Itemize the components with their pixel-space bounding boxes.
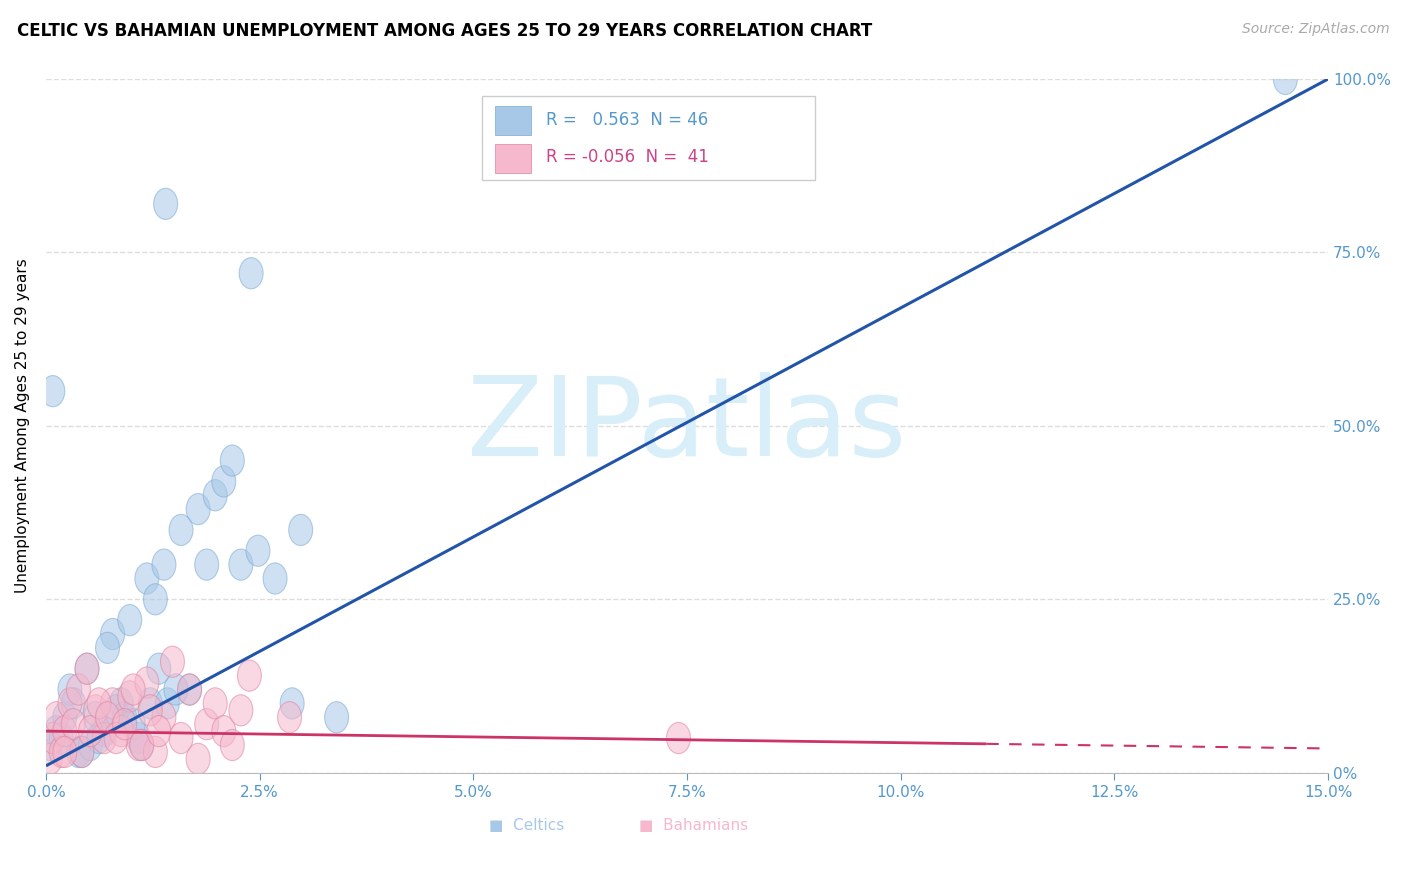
Ellipse shape — [169, 515, 193, 546]
Ellipse shape — [41, 376, 65, 407]
Ellipse shape — [325, 702, 349, 733]
Ellipse shape — [186, 493, 209, 524]
Ellipse shape — [66, 673, 90, 705]
Ellipse shape — [38, 743, 62, 774]
Ellipse shape — [96, 702, 120, 733]
Ellipse shape — [127, 723, 150, 754]
Ellipse shape — [121, 708, 145, 739]
Ellipse shape — [93, 723, 117, 754]
Ellipse shape — [83, 702, 107, 733]
Ellipse shape — [53, 702, 77, 733]
Ellipse shape — [70, 736, 94, 767]
Text: R = -0.056  N =  41: R = -0.056 N = 41 — [546, 148, 709, 167]
Ellipse shape — [79, 715, 103, 747]
Ellipse shape — [194, 708, 219, 739]
Ellipse shape — [83, 695, 107, 726]
Ellipse shape — [135, 667, 159, 698]
Ellipse shape — [62, 708, 86, 739]
Text: Source: ZipAtlas.com: Source: ZipAtlas.com — [1241, 22, 1389, 37]
Text: R =   0.563  N = 46: R = 0.563 N = 46 — [546, 111, 709, 129]
Ellipse shape — [143, 736, 167, 767]
Ellipse shape — [62, 688, 86, 719]
Ellipse shape — [169, 723, 193, 754]
Ellipse shape — [41, 723, 65, 754]
Ellipse shape — [221, 445, 245, 476]
Ellipse shape — [96, 632, 120, 664]
Ellipse shape — [104, 723, 128, 754]
Ellipse shape — [186, 743, 209, 774]
Ellipse shape — [110, 688, 134, 719]
Ellipse shape — [53, 715, 77, 747]
Ellipse shape — [160, 646, 184, 677]
Ellipse shape — [75, 653, 98, 684]
Ellipse shape — [152, 549, 176, 580]
Ellipse shape — [204, 688, 228, 719]
Ellipse shape — [280, 688, 304, 719]
Ellipse shape — [212, 715, 236, 747]
Ellipse shape — [44, 715, 69, 747]
Ellipse shape — [49, 723, 73, 754]
Ellipse shape — [152, 702, 176, 733]
Text: ZIPatlas: ZIPatlas — [467, 372, 907, 479]
Ellipse shape — [101, 618, 125, 649]
Ellipse shape — [129, 730, 153, 761]
Ellipse shape — [87, 723, 111, 754]
Bar — [495, 144, 530, 173]
Ellipse shape — [101, 688, 125, 719]
Ellipse shape — [146, 715, 170, 747]
Ellipse shape — [194, 549, 219, 580]
Ellipse shape — [118, 605, 142, 636]
Ellipse shape — [138, 688, 162, 719]
Ellipse shape — [229, 549, 253, 580]
Ellipse shape — [263, 563, 287, 594]
Ellipse shape — [143, 583, 167, 615]
Ellipse shape — [246, 535, 270, 566]
Ellipse shape — [165, 673, 188, 705]
Ellipse shape — [58, 673, 82, 705]
Ellipse shape — [58, 688, 82, 719]
Ellipse shape — [153, 188, 177, 219]
Ellipse shape — [93, 715, 117, 747]
Ellipse shape — [49, 736, 73, 767]
Ellipse shape — [666, 723, 690, 754]
FancyBboxPatch shape — [482, 96, 815, 179]
Ellipse shape — [66, 736, 90, 767]
Ellipse shape — [104, 695, 128, 726]
Ellipse shape — [44, 702, 69, 733]
Ellipse shape — [177, 673, 201, 705]
Ellipse shape — [146, 653, 170, 684]
Ellipse shape — [79, 730, 103, 761]
Ellipse shape — [177, 673, 201, 705]
Y-axis label: Unemployment Among Ages 25 to 29 years: Unemployment Among Ages 25 to 29 years — [15, 259, 30, 593]
Ellipse shape — [229, 695, 253, 726]
Ellipse shape — [112, 708, 136, 739]
Text: CELTIC VS BAHAMIAN UNEMPLOYMENT AMONG AGES 25 TO 29 YEARS CORRELATION CHART: CELTIC VS BAHAMIAN UNEMPLOYMENT AMONG AG… — [17, 22, 872, 40]
Ellipse shape — [239, 258, 263, 289]
Ellipse shape — [110, 715, 134, 747]
Ellipse shape — [118, 681, 142, 712]
Ellipse shape — [156, 688, 180, 719]
Bar — [495, 106, 530, 136]
Ellipse shape — [129, 730, 153, 761]
Ellipse shape — [221, 730, 245, 761]
Ellipse shape — [121, 673, 145, 705]
Ellipse shape — [238, 660, 262, 691]
Ellipse shape — [277, 702, 301, 733]
Ellipse shape — [127, 730, 150, 761]
Ellipse shape — [75, 653, 98, 684]
Text: ■  Bahamians: ■ Bahamians — [638, 818, 748, 833]
Ellipse shape — [212, 466, 236, 497]
Ellipse shape — [112, 702, 136, 733]
Text: ■  Celtics: ■ Celtics — [489, 818, 564, 833]
Ellipse shape — [1274, 63, 1298, 95]
Ellipse shape — [288, 515, 312, 546]
Ellipse shape — [87, 688, 111, 719]
Ellipse shape — [53, 736, 77, 767]
Ellipse shape — [138, 695, 162, 726]
Ellipse shape — [38, 730, 62, 761]
Ellipse shape — [135, 563, 159, 594]
Ellipse shape — [70, 736, 94, 767]
Ellipse shape — [204, 480, 228, 511]
